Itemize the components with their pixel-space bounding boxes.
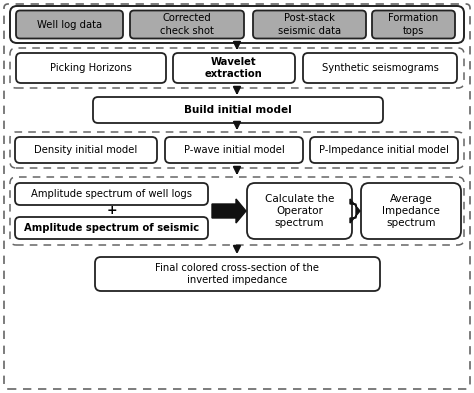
FancyBboxPatch shape [93,97,383,123]
FancyBboxPatch shape [310,137,458,163]
Text: Corrected
check shot: Corrected check shot [160,13,214,36]
Text: Amplitude spectrum of seismic: Amplitude spectrum of seismic [24,223,199,233]
Text: Wavelet
extraction: Wavelet extraction [205,57,263,79]
FancyBboxPatch shape [372,11,455,39]
Text: Picking Horizons: Picking Horizons [50,63,132,73]
Text: Synthetic seismograms: Synthetic seismograms [321,63,438,73]
FancyBboxPatch shape [303,53,457,83]
FancyBboxPatch shape [16,53,166,83]
FancyBboxPatch shape [247,183,352,239]
Text: Density initial model: Density initial model [35,145,137,155]
Text: Average
Impedance
spectrum: Average Impedance spectrum [382,194,440,228]
Text: Well log data: Well log data [37,20,102,29]
Text: P-Impedance initial model: P-Impedance initial model [319,145,449,155]
FancyBboxPatch shape [130,11,244,39]
Text: Post-stack
seismic data: Post-stack seismic data [278,13,341,36]
FancyBboxPatch shape [95,257,380,291]
Text: +: + [106,204,117,217]
FancyBboxPatch shape [173,53,295,83]
FancyBboxPatch shape [165,137,303,163]
Polygon shape [350,199,360,223]
Text: P-wave initial model: P-wave initial model [183,145,284,155]
Polygon shape [212,199,246,223]
FancyBboxPatch shape [253,11,366,39]
Text: Amplitude spectrum of well logs: Amplitude spectrum of well logs [31,189,192,199]
Text: Formation
tops: Formation tops [388,13,438,36]
Text: Build initial model: Build initial model [184,105,292,115]
FancyBboxPatch shape [15,217,208,239]
Text: Final colored cross-section of the
inverted impedance: Final colored cross-section of the inver… [155,263,319,285]
FancyBboxPatch shape [15,183,208,205]
FancyBboxPatch shape [10,6,464,43]
FancyBboxPatch shape [16,11,123,39]
FancyBboxPatch shape [361,183,461,239]
FancyBboxPatch shape [15,137,157,163]
Text: Calculate the
Operator
spectrum: Calculate the Operator spectrum [265,194,334,228]
